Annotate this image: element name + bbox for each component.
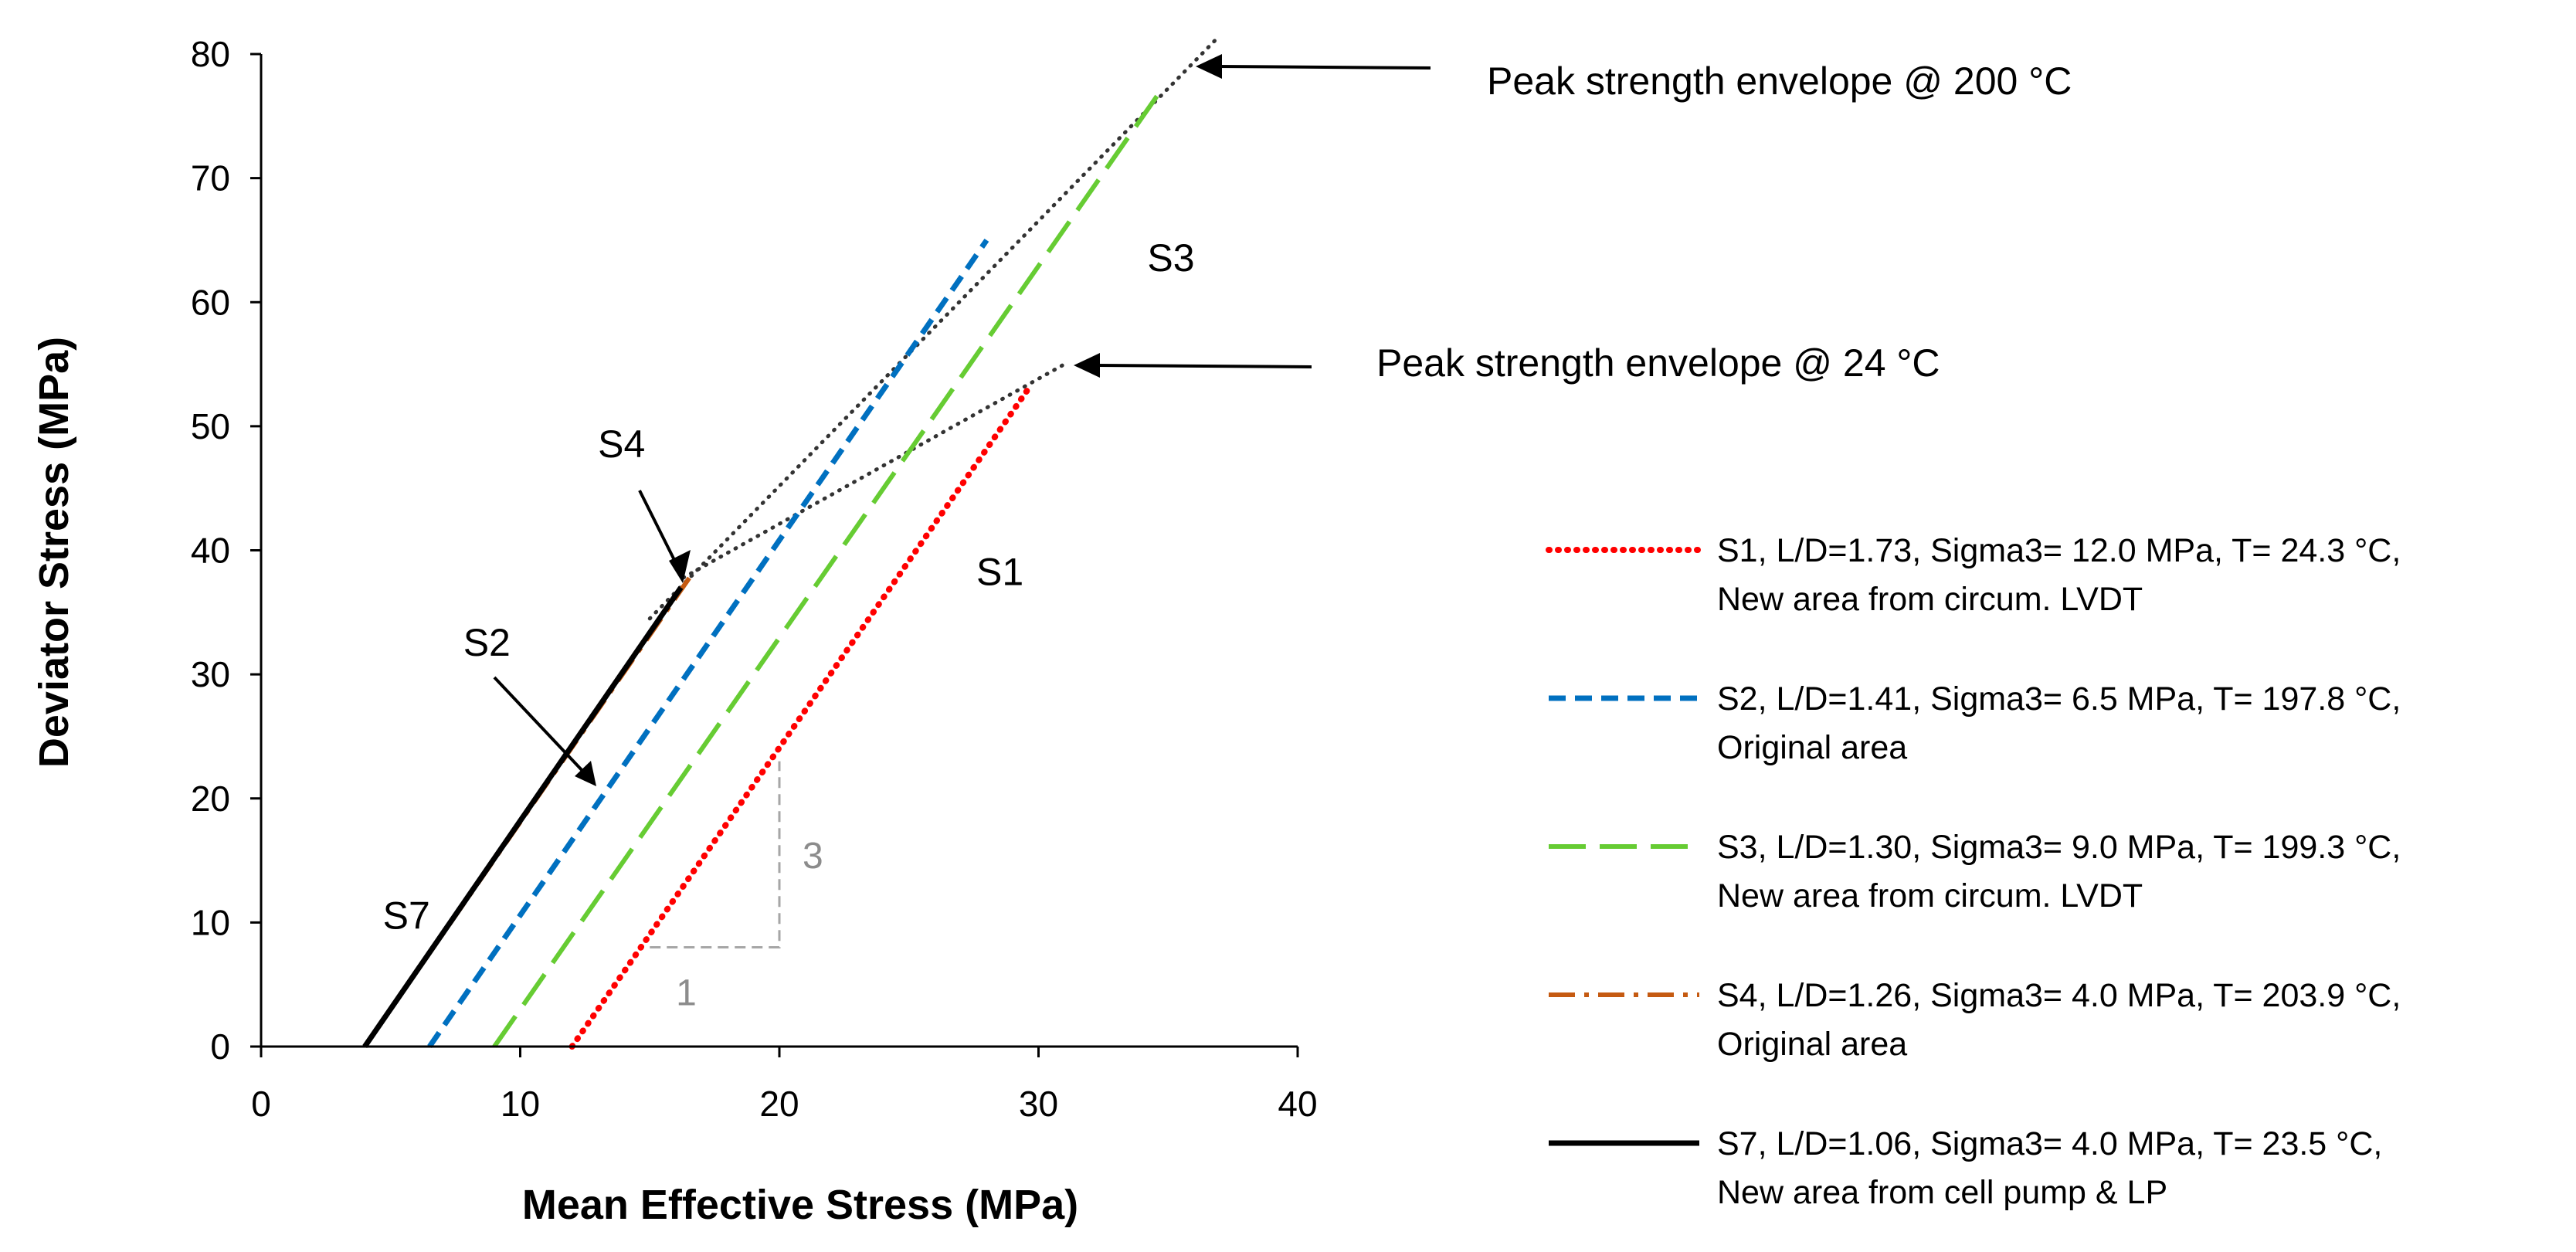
- x-ticks: 0 10 20 30 40: [251, 1047, 1318, 1124]
- series-line-s1: [568, 385, 1032, 1050]
- x-tick-label: 10: [501, 1084, 540, 1124]
- legend-item-s2: S2, L/D=1.41, Sigma3= 6.5 MPa, T= 197.8 …: [1549, 680, 2401, 766]
- legend-label-line2: Original area: [1717, 1026, 1907, 1063]
- series-label-s3: S3: [1147, 236, 1194, 280]
- y-axis-title: Deviator Stress (MPa): [31, 337, 77, 768]
- legend-item-s7: S7, L/D=1.06, Sigma3= 4.0 MPa, T= 23.5 °…: [1549, 1125, 2382, 1211]
- legend-label: S4, L/D=1.26, Sigma3= 4.0 MPa, T= 203.9 …: [1717, 977, 2401, 1014]
- annotations: Peak strength envelope @ 200 °C Peak str…: [493, 54, 2072, 786]
- series-line-s2: [427, 238, 989, 1048]
- y-tick-label: 10: [191, 902, 230, 942]
- y-tick-label: 60: [191, 282, 230, 322]
- legend-label: S2, L/D=1.41, Sigma3= 6.5 MPa, T= 197.8 …: [1717, 680, 2401, 718]
- slope-run-label: 1: [676, 973, 697, 1014]
- legend-label-line2: New area from circum. LVDT: [1717, 581, 2143, 618]
- y-tick-label: 20: [191, 779, 230, 819]
- series-line-s3: [492, 90, 1162, 1048]
- legend-label: S1, L/D=1.73, Sigma3= 12.0 MPa, T= 24.3 …: [1717, 532, 2401, 569]
- envelope-arrow-200-head: [1196, 54, 1222, 79]
- series-label-s7: S7: [383, 894, 430, 937]
- series-label-s1: S1: [976, 550, 1023, 593]
- s2-pointer-arrow-shaft: [493, 676, 585, 774]
- envelope-arrow-200-shaft: [1216, 65, 1431, 70]
- legend-item-s1: S1, L/D=1.73, Sigma3= 12.0 MPa, T= 24.3 …: [1546, 532, 2401, 618]
- slope-triangle: [650, 761, 781, 948]
- x-tick-label: 40: [1278, 1084, 1317, 1124]
- legend-label-line2: New area from cell pump & LP: [1717, 1174, 2167, 1211]
- y-tick-label: 0: [210, 1026, 230, 1067]
- y-ticks: 0 10 20 30 40 50 60 70 80: [191, 34, 261, 1067]
- x-tick-label: 30: [1019, 1084, 1058, 1124]
- envelope-line-env24: [681, 362, 1067, 580]
- x-tick-label: 20: [759, 1084, 799, 1124]
- y-tick-label: 50: [191, 406, 230, 446]
- x-tick-label: 0: [251, 1084, 271, 1124]
- y-tick-label: 30: [191, 654, 230, 694]
- legend-item-s4: S4, L/D=1.26, Sigma3= 4.0 MPa, T= 203.9 …: [1549, 977, 2401, 1063]
- legend-label-line2: New area from circum. LVDT: [1717, 877, 2143, 914]
- legend: S1, L/D=1.73, Sigma3= 12.0 MPa, T= 24.3 …: [1546, 532, 2401, 1211]
- s4-pointer-arrow-head: [669, 550, 691, 583]
- series-label-s4: S4: [598, 422, 645, 466]
- y-tick-label: 70: [191, 158, 230, 198]
- s4-pointer-arrow-shaft: [638, 490, 680, 568]
- plot-elements: 1 3 S1 S2 S3 S4 S7: [362, 33, 1222, 1050]
- envelope-label-24: Peak strength envelope @ 24 °C: [1376, 341, 1940, 385]
- s2-pointer-arrow-head: [575, 761, 596, 786]
- legend-label-line2: Original area: [1717, 729, 1907, 766]
- x-axis-title: Mean Effective Stress (MPa): [522, 1182, 1078, 1228]
- legend-label: S3, L/D=1.30, Sigma3= 9.0 MPa, T= 199.3 …: [1717, 829, 2401, 866]
- y-tick-label: 40: [191, 531, 230, 571]
- series-label-s2: S2: [463, 621, 511, 664]
- slope-rise-label: 3: [803, 836, 823, 877]
- envelope-line-env200: [647, 33, 1222, 621]
- legend-item-s3: S3, L/D=1.30, Sigma3= 9.0 MPa, T= 199.3 …: [1549, 829, 2401, 914]
- envelope-label-200: Peak strength envelope @ 200 °C: [1487, 59, 2072, 103]
- y-tick-label: 80: [191, 34, 230, 74]
- legend-label: S7, L/D=1.06, Sigma3= 4.0 MPa, T= 23.5 °…: [1717, 1125, 2382, 1162]
- envelope-arrow-24-shaft: [1096, 364, 1312, 368]
- series-line-s7: [362, 585, 684, 1048]
- envelope-arrow-24-head: [1074, 353, 1100, 378]
